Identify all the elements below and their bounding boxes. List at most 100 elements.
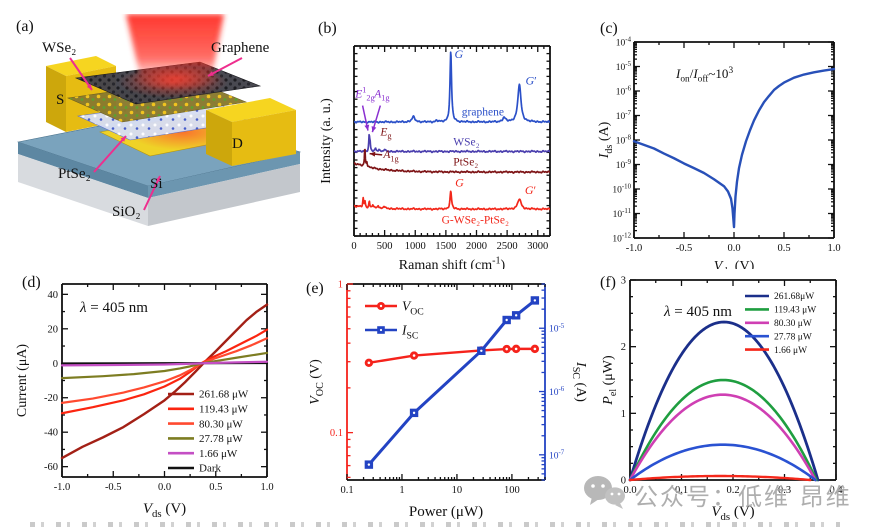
chart-text: 10-5 xyxy=(549,323,565,335)
cutoff-caption-strip xyxy=(30,522,840,527)
data-series xyxy=(628,443,817,482)
chart-text: PtSe₂ xyxy=(453,157,478,169)
chart-text: 0.4 xyxy=(829,485,843,496)
chart-text: 1.0 xyxy=(827,243,840,254)
panel-tag-c: (c) xyxy=(600,20,618,37)
voc-isc-power-chart: 0.1 1 10 100 1 0.1 10-7 10-6 10-5 VOC ISC Power (μW… xyxy=(308,280,588,521)
chart-text: 0.5 xyxy=(777,243,790,254)
chart-text: λ = 405 nm xyxy=(663,304,732,320)
data-series xyxy=(60,337,269,404)
chart-text: WSe₂ xyxy=(453,136,479,148)
chart-text: 1.0 xyxy=(260,482,273,493)
chart-text: Intensity (a. u.) xyxy=(319,98,334,184)
chart-text: 500 xyxy=(377,241,393,252)
panel-a-device-schematic: WSe₂ Graphene S D PtSe₂ Si SiO₂ xyxy=(8,14,308,259)
chart-text: -60 xyxy=(44,462,58,473)
chart-text: 2500 xyxy=(497,241,518,252)
label-si: Si xyxy=(150,176,163,192)
chart-text: 119.43 μW xyxy=(774,306,816,316)
chart-text: Ids (A) xyxy=(598,121,615,159)
chart-text: 10-4 xyxy=(616,37,632,49)
data-series xyxy=(354,148,550,174)
data-series xyxy=(60,303,269,460)
wechat-icon xyxy=(584,476,625,509)
chart-text: Vds (V) xyxy=(714,259,755,269)
chart-text: ISC xyxy=(401,323,418,342)
raman-spectra-chart: 0 500 1000 1500 2000 2500 3000 graphene WSe₂ PtSe… xyxy=(319,45,551,269)
chart-text: -1.0 xyxy=(54,482,71,493)
chart-text: A1g xyxy=(382,149,398,163)
chart-text: 0.1 xyxy=(330,428,343,439)
chart-text: Current (μA) xyxy=(15,344,30,418)
chart-text: 80.30 μW xyxy=(199,418,243,430)
chart-text: 261.68μW xyxy=(774,292,814,302)
label-graphene: Graphene xyxy=(211,40,270,56)
chart-text: 10-6 xyxy=(616,86,632,98)
chart-text: G′ xyxy=(525,183,537,197)
chart-text: Ion/Ioff~103 xyxy=(675,66,733,85)
chart-text: 100 xyxy=(504,485,520,496)
pel-vds-chart: 0.0 0.1 0.2 0.3 0.4 0 1 2 3 λ = 405 nm 261.68μW 119… xyxy=(601,276,843,524)
chart-text: -20 xyxy=(44,393,58,404)
chart-text: 0.1 xyxy=(340,485,353,496)
data-series xyxy=(632,67,836,229)
chart-text: Dark xyxy=(199,463,221,475)
chart-text: 0.1 xyxy=(675,485,688,496)
chart-text: 0.0 xyxy=(727,243,740,254)
chart-text: 27.78 μW xyxy=(199,433,243,445)
panel-tag-a: (a) xyxy=(16,18,34,35)
chart-text: -1.0 xyxy=(626,243,643,254)
data-series xyxy=(628,378,818,482)
label-source: S xyxy=(56,92,65,108)
chart-text: 0.2 xyxy=(726,485,739,496)
chart-text: λ = 405 nm xyxy=(79,300,148,316)
chart-text: 10-6 xyxy=(549,386,565,398)
chart-text: ISC (A) xyxy=(570,361,588,402)
chart-text: 27.78 μW xyxy=(774,332,812,342)
chart-text: 1.66 μW xyxy=(774,346,807,356)
data-series xyxy=(628,474,812,482)
chart-text: 0.0 xyxy=(158,482,171,493)
chart-text: Vds (V) xyxy=(711,504,754,523)
panel-tag-f: (f) xyxy=(600,274,616,291)
data-series xyxy=(60,351,269,380)
data-series xyxy=(354,190,550,211)
chart-text: G′ xyxy=(526,74,538,88)
panel-tag-d: (d) xyxy=(22,274,41,291)
chart-text: 40 xyxy=(48,290,59,301)
chart-text: 119.43 μW xyxy=(199,404,248,416)
chart-text: 10-7 xyxy=(616,110,632,122)
chart-text: 10-9 xyxy=(616,159,632,171)
chart-text: 0.5 xyxy=(209,482,222,493)
chart-text: 10-11 xyxy=(613,208,631,220)
chart-text: 1 xyxy=(399,485,404,496)
chart-text: 80.30 μW xyxy=(774,319,812,329)
chart-text: 0.0 xyxy=(623,485,636,496)
chart-text: 3000 xyxy=(527,241,548,252)
chart-text: G-WSe₂-PtSe₂ xyxy=(442,214,509,226)
chart-text: 3 xyxy=(621,276,626,287)
chart-text: graphene xyxy=(462,107,504,119)
chart-text: G xyxy=(454,47,463,61)
chart-text: Power (μW) xyxy=(409,504,483,520)
chart-text: 0 xyxy=(53,359,58,370)
label-sio2: SiO₂ xyxy=(112,204,141,220)
chart-text: 20 xyxy=(48,324,59,335)
ids-vds-log-chart: -1.0 -0.5 0.0 0.5 1.0 10-12 10-11 10-10 10-9 10-8… xyxy=(598,37,841,269)
label-ptse2: PtSe₂ xyxy=(58,166,91,182)
data-series xyxy=(60,360,269,367)
label-wse2: WSe₂ xyxy=(42,40,77,56)
data-series xyxy=(628,320,820,482)
chart-text: Vds (V) xyxy=(143,501,186,520)
data-series xyxy=(367,298,537,467)
chart-text: Eg xyxy=(379,126,391,140)
chart-text: 10-12 xyxy=(612,233,631,245)
data-series xyxy=(628,393,817,482)
laser-beam xyxy=(126,14,224,76)
chart-text: 1.66 μW xyxy=(199,448,238,460)
chart-text: 1000 xyxy=(405,241,426,252)
chart-text: 10-7 xyxy=(549,450,565,462)
device-3d-art xyxy=(16,14,302,226)
chart-text: 1 xyxy=(621,409,626,420)
